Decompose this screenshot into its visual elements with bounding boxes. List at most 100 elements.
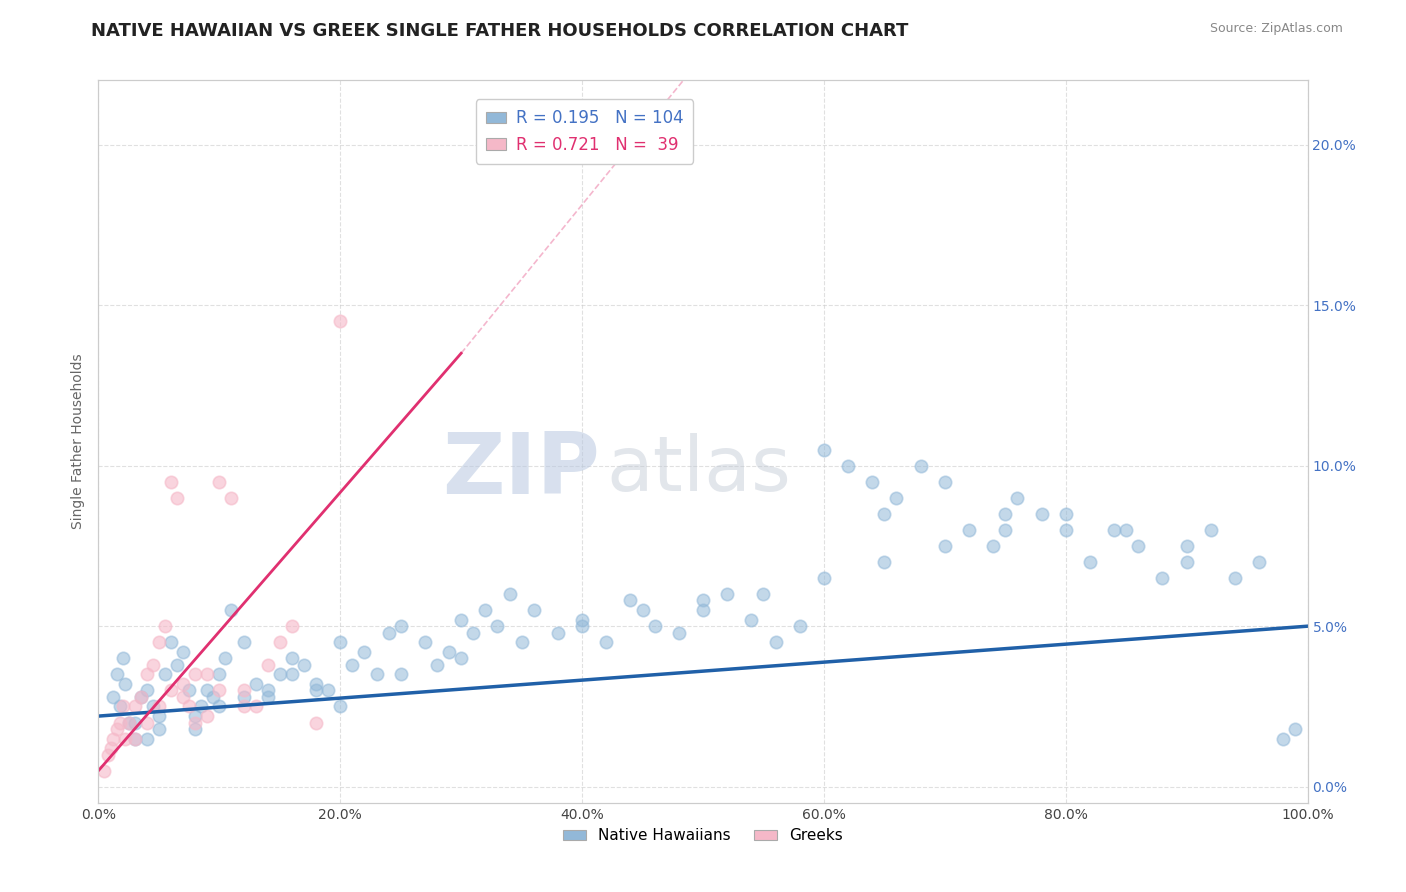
Point xyxy=(111,699,134,714)
Point xyxy=(316,683,339,698)
Point xyxy=(1007,491,1029,505)
Point xyxy=(1128,539,1150,553)
Point xyxy=(184,722,207,736)
Point xyxy=(111,651,134,665)
Point xyxy=(195,709,218,723)
Point xyxy=(232,683,254,698)
Point xyxy=(595,635,617,649)
Point xyxy=(450,651,472,665)
Point xyxy=(281,651,304,665)
Text: NATIVE HAWAIIAN VS GREEK SINGLE FATHER HOUSEHOLDS CORRELATION CHART: NATIVE HAWAIIAN VS GREEK SINGLE FATHER H… xyxy=(91,22,908,40)
Point xyxy=(934,539,956,553)
Point xyxy=(413,635,436,649)
Point xyxy=(1102,523,1125,537)
Point xyxy=(232,635,254,649)
Text: atlas: atlas xyxy=(606,434,792,508)
Y-axis label: Single Father Households: Single Father Households xyxy=(72,354,86,529)
Point xyxy=(1272,731,1295,746)
Point xyxy=(377,625,399,640)
Point xyxy=(1284,722,1306,736)
Point xyxy=(256,690,278,704)
Point xyxy=(148,699,170,714)
Point xyxy=(1199,523,1222,537)
Point xyxy=(510,635,533,649)
Point xyxy=(179,699,201,714)
Point xyxy=(118,715,141,730)
Point xyxy=(208,699,231,714)
Point xyxy=(1175,539,1198,553)
Point xyxy=(740,613,762,627)
Point xyxy=(108,699,131,714)
Point xyxy=(463,625,485,640)
Point xyxy=(166,491,188,505)
Point xyxy=(256,683,278,698)
Point xyxy=(474,603,496,617)
Point xyxy=(101,690,124,704)
Point xyxy=(668,625,690,640)
Point xyxy=(366,667,388,681)
Point xyxy=(184,715,207,730)
Point xyxy=(179,683,201,698)
Point xyxy=(692,603,714,617)
Point xyxy=(571,619,593,633)
Point xyxy=(1031,507,1053,521)
Point xyxy=(160,635,183,649)
Point xyxy=(523,603,546,617)
Point xyxy=(114,731,136,746)
Point xyxy=(232,699,254,714)
Point xyxy=(221,491,243,505)
Point xyxy=(619,593,641,607)
Legend: Native Hawaiians, Greeks: Native Hawaiians, Greeks xyxy=(557,822,849,849)
Point xyxy=(305,715,328,730)
Text: Source: ZipAtlas.com: Source: ZipAtlas.com xyxy=(1209,22,1343,36)
Point xyxy=(208,667,231,681)
Point xyxy=(190,699,212,714)
Point xyxy=(934,475,956,489)
Point xyxy=(245,699,267,714)
Point xyxy=(329,699,352,714)
Point xyxy=(184,709,207,723)
Point xyxy=(631,603,654,617)
Point xyxy=(571,613,593,627)
Point xyxy=(1175,555,1198,569)
Text: ZIP: ZIP xyxy=(443,429,600,512)
Point xyxy=(166,657,188,672)
Point xyxy=(547,625,569,640)
Point xyxy=(172,690,194,704)
Point xyxy=(100,741,122,756)
Point xyxy=(135,667,157,681)
Point xyxy=(765,635,787,649)
Point xyxy=(1078,555,1101,569)
Point xyxy=(498,587,520,601)
Point xyxy=(221,603,243,617)
Point xyxy=(208,475,231,489)
Point xyxy=(160,475,183,489)
Point xyxy=(910,458,932,473)
Point xyxy=(752,587,775,601)
Point xyxy=(281,619,304,633)
Point xyxy=(716,587,738,601)
Point xyxy=(329,314,352,328)
Point xyxy=(437,645,460,659)
Point xyxy=(305,683,328,698)
Point xyxy=(353,645,375,659)
Point xyxy=(148,722,170,736)
Point xyxy=(269,635,291,649)
Point xyxy=(124,715,146,730)
Point xyxy=(813,571,835,585)
Point xyxy=(97,747,120,762)
Point xyxy=(860,475,883,489)
Point xyxy=(148,709,170,723)
Point xyxy=(342,657,364,672)
Point xyxy=(450,613,472,627)
Point xyxy=(486,619,509,633)
Point xyxy=(153,619,176,633)
Point xyxy=(214,651,236,665)
Point xyxy=(105,722,128,736)
Point xyxy=(202,690,225,704)
Point xyxy=(129,690,152,704)
Point xyxy=(245,677,267,691)
Point xyxy=(329,635,352,649)
Point xyxy=(426,657,449,672)
Point xyxy=(1054,523,1077,537)
